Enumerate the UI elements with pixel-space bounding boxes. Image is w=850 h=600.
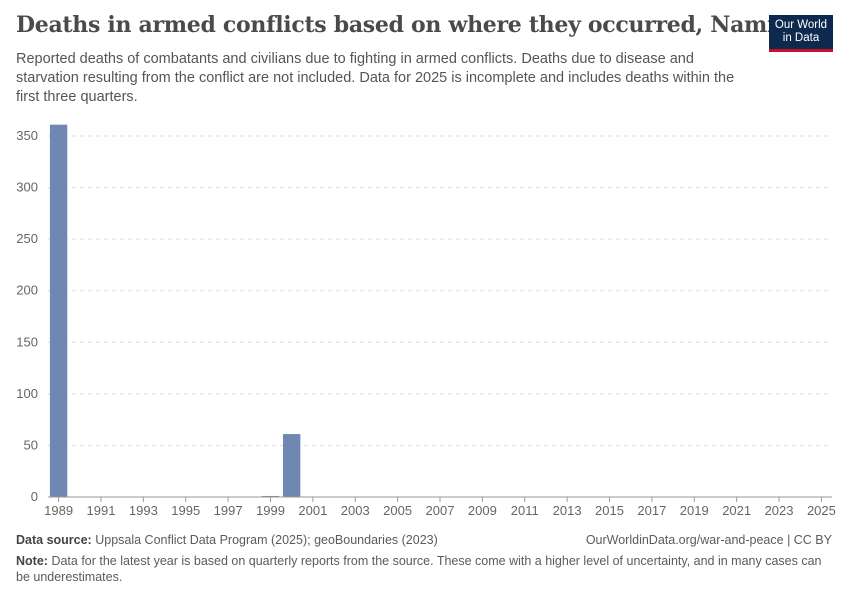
x-tick-label: 2019 <box>680 503 709 518</box>
x-tick-label: 1989 <box>44 503 73 518</box>
x-tick-label: 2017 <box>637 503 666 518</box>
note-label: Note: <box>16 554 48 568</box>
chart-title: Deaths in armed conflicts based on where… <box>16 12 813 38</box>
source-label: Data source: <box>16 533 92 547</box>
x-tick-label: 2023 <box>765 503 794 518</box>
y-tick-label: 100 <box>16 386 38 401</box>
x-tick-label: 1999 <box>256 503 285 518</box>
y-tick-label: 350 <box>16 128 38 143</box>
credit-link[interactable]: OurWorldinData.org/war-and-peace | CC BY <box>585 533 832 547</box>
x-tick-label: 2007 <box>426 503 455 518</box>
x-tick-label: 1991 <box>87 503 116 518</box>
y-tick-label: 250 <box>16 231 38 246</box>
x-tick-label: 2011 <box>511 503 539 518</box>
x-tick-label: 2021 <box>722 503 751 518</box>
y-tick-label: 300 <box>16 180 38 195</box>
owid-logo[interactable]: Our World in Data <box>769 15 833 52</box>
note-text: Data for the latest year is based on qua… <box>16 554 822 584</box>
x-tick-label: 2001 <box>298 503 327 518</box>
logo-line-2: in Data <box>782 32 820 44</box>
x-tick-label: 2003 <box>341 503 370 518</box>
x-tick-label: 2013 <box>553 503 582 518</box>
logo-line-1: Our World <box>774 19 828 31</box>
source-text[interactable]: Uppsala Conflict Data Program (2025); ge… <box>95 533 438 547</box>
y-tick-label: 150 <box>16 334 38 349</box>
x-tick-label: 2009 <box>468 503 497 518</box>
y-tick-label: 50 <box>24 437 38 452</box>
x-tick-label: 1995 <box>171 503 200 518</box>
bar-2000 <box>282 434 301 497</box>
x-tick-label: 2025 <box>807 503 836 518</box>
y-tick-label: 200 <box>16 283 38 298</box>
x-tick-label: 1997 <box>214 503 243 518</box>
bar-1989 <box>49 124 68 497</box>
chart-subtitle: Reported deaths of combatants and civili… <box>16 51 735 105</box>
y-tick-label: 0 <box>31 489 38 504</box>
data-source: Data source: Uppsala Conflict Data Progr… <box>16 533 438 547</box>
x-tick-label: 2005 <box>383 503 412 518</box>
bar-chart: 0 50 100 150 200 250 300 350 1989 1991 1993 1995 199… <box>16 124 836 518</box>
bar-1999 <box>261 495 280 497</box>
x-tick-label: 2015 <box>595 503 624 518</box>
x-tick-label: 1993 <box>129 503 158 518</box>
footnote: Note: Data for the latest year is based … <box>16 553 831 585</box>
